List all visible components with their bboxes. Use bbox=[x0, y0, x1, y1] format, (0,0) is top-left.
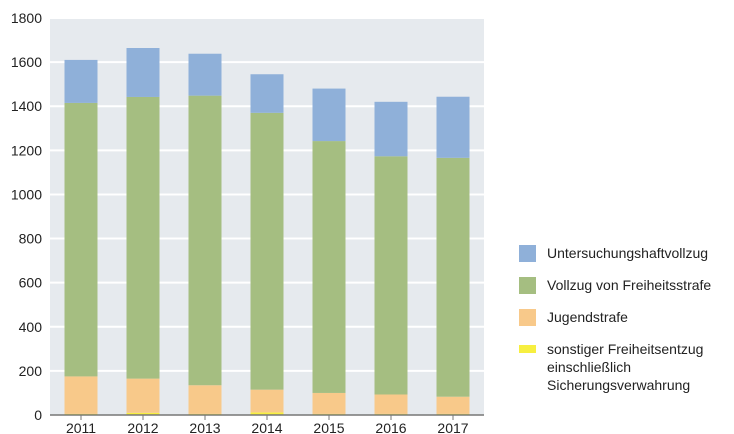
bar-segment bbox=[188, 385, 222, 414]
y-tick-label: 800 bbox=[19, 231, 43, 247]
x-tick-label: 2017 bbox=[437, 420, 468, 434]
bar-segment bbox=[126, 96, 160, 379]
bar-segment bbox=[64, 376, 98, 414]
x-tick-label: 2015 bbox=[313, 420, 344, 434]
y-tick-label: 400 bbox=[19, 319, 43, 335]
bar-segment bbox=[126, 47, 160, 97]
legend-swatch bbox=[519, 345, 536, 353]
legend-label: Untersuchungshaftvollzug bbox=[547, 245, 709, 261]
legend-label: Jugendstrafe bbox=[547, 309, 628, 325]
bar-segment bbox=[436, 396, 470, 414]
legend-item-vollzug-freiheitsstrafe: Vollzug von Freiheitsstrafe bbox=[519, 276, 729, 294]
bar-segment bbox=[312, 392, 346, 414]
bar-segment bbox=[250, 74, 284, 113]
legend-label: Vollzug von Freiheitsstrafe bbox=[547, 277, 712, 293]
legend-item-untersuchungshaftvollzug: Untersuchungshaftvollzug bbox=[519, 244, 729, 262]
legend: Untersuchungshaftvollzug Vollzug von Fre… bbox=[519, 244, 729, 408]
y-tick-label: 0 bbox=[34, 407, 42, 423]
bar-segment bbox=[188, 53, 222, 96]
legend-swatch bbox=[519, 309, 536, 326]
legend-label: sonstiger Freiheitsentzug einschließlich… bbox=[547, 341, 704, 393]
x-tick-label: 2014 bbox=[251, 420, 282, 434]
bar-segment bbox=[374, 394, 408, 414]
bar-segment bbox=[312, 141, 346, 393]
bar-segment bbox=[250, 412, 284, 415]
y-tick-label: 1200 bbox=[11, 142, 42, 158]
bars-group bbox=[64, 47, 470, 415]
x-axis: 2011 2012 2013 2014 2015 2016 2017 bbox=[50, 414, 484, 434]
y-axis: 0 200 400 600 800 1000 1200 1400 1600 1800 bbox=[11, 10, 42, 423]
x-tick-label: 2016 bbox=[375, 420, 406, 434]
x-tick-label: 2013 bbox=[189, 420, 220, 434]
legend-item-jugendstrafe: Jugendstrafe bbox=[519, 308, 729, 326]
y-tick-label: 1800 bbox=[11, 10, 42, 26]
legend-swatch bbox=[519, 277, 536, 294]
bar-segment bbox=[436, 96, 470, 158]
bar-segment bbox=[188, 95, 222, 386]
y-tick-label: 600 bbox=[19, 275, 43, 291]
bar-segment bbox=[64, 59, 98, 103]
y-tick-label: 1600 bbox=[11, 54, 42, 70]
bar-segment bbox=[126, 412, 160, 415]
bar-segment bbox=[436, 157, 470, 397]
bar-segment bbox=[250, 389, 284, 413]
bar-segment bbox=[126, 378, 160, 413]
y-tick-label: 200 bbox=[19, 363, 43, 379]
y-tick-label: 1000 bbox=[11, 186, 42, 202]
y-tick-label: 1400 bbox=[11, 98, 42, 114]
bar-segment bbox=[64, 102, 98, 377]
x-tick-label: 2012 bbox=[127, 420, 158, 434]
bar-segment bbox=[374, 156, 408, 395]
bar-segment bbox=[250, 112, 284, 390]
x-tick-label: 2011 bbox=[66, 420, 96, 434]
bar-segment bbox=[312, 88, 346, 142]
legend-swatch bbox=[519, 245, 536, 262]
bar-segment bbox=[374, 101, 408, 157]
legend-item-sonstiger-freiheitsentzug: sonstiger Freiheitsentzug einschließlich… bbox=[519, 340, 729, 394]
